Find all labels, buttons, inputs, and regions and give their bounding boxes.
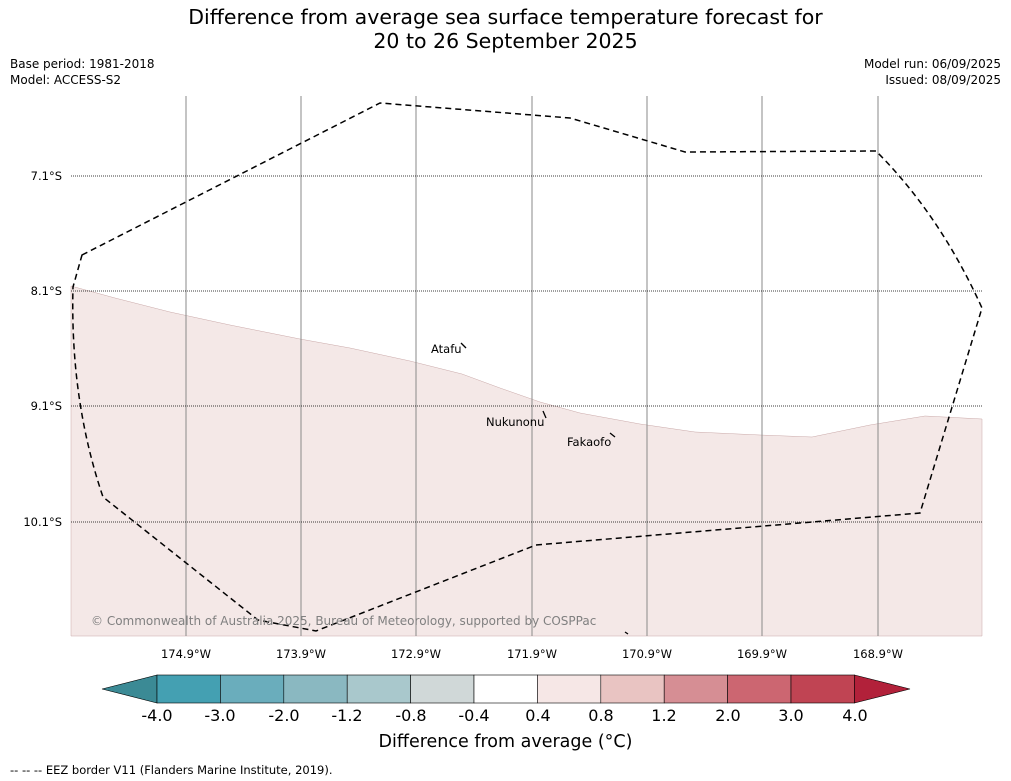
place-nukunonu: Nukunonu <box>486 415 545 429</box>
colorbar-tick: 1.2 <box>651 706 677 725</box>
lon-label-172-9w: 172.9°W <box>390 647 442 661</box>
lon-label-171-9w: 171.9°W <box>506 647 558 661</box>
lat-label-10-1s: 10.1°S <box>23 515 62 529</box>
lon-label-174-9w: 174.9°W <box>160 647 212 661</box>
colorbar-tick: -0.4 <box>458 706 490 725</box>
colorbar-tick: -2.0 <box>268 706 300 725</box>
eez-border <box>72 102 983 632</box>
colorbar-segment <box>346 674 411 704</box>
colorbar-tick: -3.0 <box>204 706 236 725</box>
colorbar-segment <box>727 674 792 704</box>
copyright-notice: © Commonwealth of Australia 2025, Bureau… <box>91 614 597 628</box>
colorbar-segment <box>663 674 728 704</box>
colorbar-segment <box>410 674 475 704</box>
colorbar-tick: 2.0 <box>715 706 741 725</box>
nukunonu-island <box>542 410 547 419</box>
place-fakaofo: Fakaofo <box>567 435 612 449</box>
lon-label-170-9w: 170.9°W <box>621 647 673 661</box>
title-line-1: Difference from average sea surface temp… <box>188 5 823 29</box>
small-island <box>624 631 629 635</box>
colorbar-segment <box>790 674 855 704</box>
eez-legend-footer: -- -- -- EEZ border V11 (Flanders Marine… <box>10 763 333 777</box>
model-name: Model: ACCESS-S2 <box>10 73 122 87</box>
colorbar-extend-high <box>854 674 911 704</box>
colorbar-segment <box>537 674 602 704</box>
island-marks <box>460 342 629 635</box>
colorbar-segment <box>283 674 348 704</box>
colorbar-tick: 3.0 <box>778 706 804 725</box>
colorbar-tick: 4.0 <box>842 706 868 725</box>
anomaly-fill-region <box>70 285 983 637</box>
map-title: Difference from average sea surface temp… <box>0 5 1011 53</box>
lat-label-8-1s: 8.1°S <box>30 284 62 298</box>
colorbar-tick: 0.4 <box>525 706 551 725</box>
colorbar-segment <box>220 674 285 704</box>
colorbar-segment <box>600 674 665 704</box>
meta-left: Base period: 1981-2018 Model: ACCESS-S2 <box>10 56 155 88</box>
title-line-2: 20 to 26 September 2025 <box>373 29 638 53</box>
meta-right: Model run: 06/09/2025 Issued: 08/09/2025 <box>864 56 1001 88</box>
colorbar-segment <box>156 674 221 704</box>
colorbar <box>101 674 911 704</box>
base-period: Base period: 1981-2018 <box>10 57 155 71</box>
model-run: Model run: 06/09/2025 <box>863 57 1001 71</box>
colorbar-tick: -4.0 <box>141 706 173 725</box>
atafu-island <box>460 342 467 349</box>
lon-label-169-9w: 169.9°W <box>736 647 788 661</box>
colorbar-tick: -0.8 <box>395 706 427 725</box>
fakaofo-island <box>609 432 616 438</box>
lon-label-173-9w: 173.9°W <box>275 647 327 661</box>
lat-label-9-1s: 9.1°S <box>30 399 62 413</box>
lon-label-168-9w: 168.9°W <box>852 647 904 661</box>
place-atafu: Atafu <box>431 342 462 356</box>
lat-label-7-1s: 7.1°S <box>30 169 62 183</box>
colorbar-extend-low <box>101 674 158 704</box>
colorbar-tick: -1.2 <box>331 706 363 725</box>
colorbar-label: Difference from average (°C) <box>378 732 633 752</box>
colorbar-tick: 0.8 <box>588 706 614 725</box>
colorbar-segment <box>473 674 538 704</box>
issued-date: Issued: 08/09/2025 <box>885 73 1001 87</box>
